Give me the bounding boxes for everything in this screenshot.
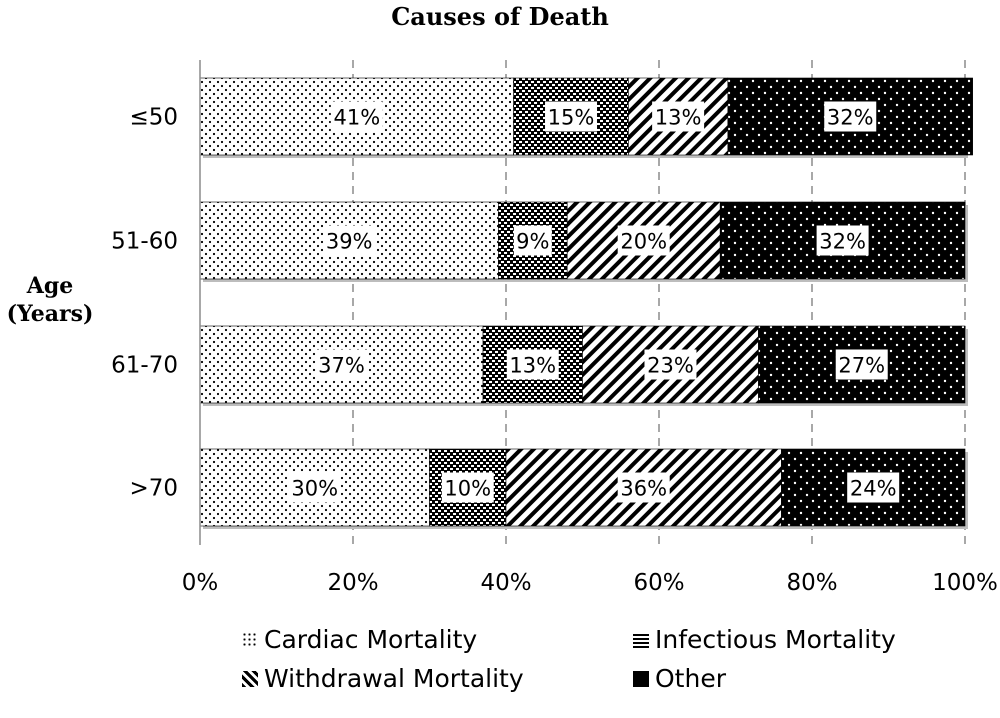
data-label-bg [617,225,670,256]
y-axis-title-line-2: (Years) [6,301,94,327]
data-label: 41% [333,106,380,130]
data-label-bg [816,225,869,256]
data-label-bg [545,101,598,132]
data-label-bg [847,472,900,503]
data-label: 13% [509,354,556,378]
data-label: 23% [647,354,694,378]
legend-item: Cardiac Mortality [242,625,477,654]
legend-swatch [242,670,258,687]
data-label: 15% [548,106,595,130]
data-label-bg [835,349,888,380]
data-label-bg [330,101,383,132]
bar-segment [566,201,721,280]
data-label: 37% [318,354,365,378]
bars [199,77,973,529]
data-labels: 41% 15% 13% 32% 39% 9% 20% 32% 37% 13% 23% 27% 30% 10… [288,101,900,503]
legend-label: Infectious Mortality [655,625,896,654]
data-label-bg [288,472,341,503]
legend-label: Other [655,664,726,693]
data-label: 13% [655,106,702,130]
x-tick-label: 80% [786,570,837,596]
data-label-bg [441,472,494,503]
y-tick-label: 61-70 [111,353,178,379]
data-label-bg [652,101,705,132]
data-label: 39% [326,230,373,254]
data-label-bg [323,225,376,256]
y-tick-label: 51-60 [111,229,178,255]
data-label-bg [315,349,368,380]
axes: 0% 20% 40% 60% 80% 100% ≤50 51-60 61-70 >70 [111,60,998,596]
legend-label: Cardiac Mortality [264,625,478,654]
legend-item: Withdrawal Mortality [242,664,524,693]
x-tick-label: 0% [182,570,219,596]
y-axis-title: Age (Years) [0,272,100,328]
data-label-bg [617,472,670,503]
data-label: 9% [516,230,549,254]
x-tick-label: 100% [932,570,998,596]
x-tick-label: 40% [480,570,531,596]
data-label: 27% [838,354,885,378]
legend-swatch [242,631,258,648]
data-label-bg [506,349,559,380]
data-label: 30% [291,477,338,501]
x-tick-label: 20% [327,570,378,596]
chart-title: Causes of Death [391,2,609,31]
legend-item: Other [633,664,726,693]
data-label: 32% [819,230,866,254]
y-axis-title-line-1: Age [26,273,74,299]
legend-swatch [633,631,649,648]
data-label-bg [513,225,552,256]
data-label-bg [644,349,697,380]
legend-label: Withdrawal Mortality [264,664,524,693]
data-label: 24% [850,477,897,501]
data-label: 10% [444,477,491,501]
y-tick-label: >70 [129,476,178,502]
data-label-bg [824,101,877,132]
legend-swatch [633,670,649,687]
data-label: 36% [620,477,667,501]
data-label: 32% [827,106,874,130]
legend-item: Infectious Mortality [633,625,896,654]
y-tick-label: ≤50 [129,105,178,131]
data-label: 20% [620,230,667,254]
x-tick-label: 60% [633,570,684,596]
gridlines [352,60,966,545]
